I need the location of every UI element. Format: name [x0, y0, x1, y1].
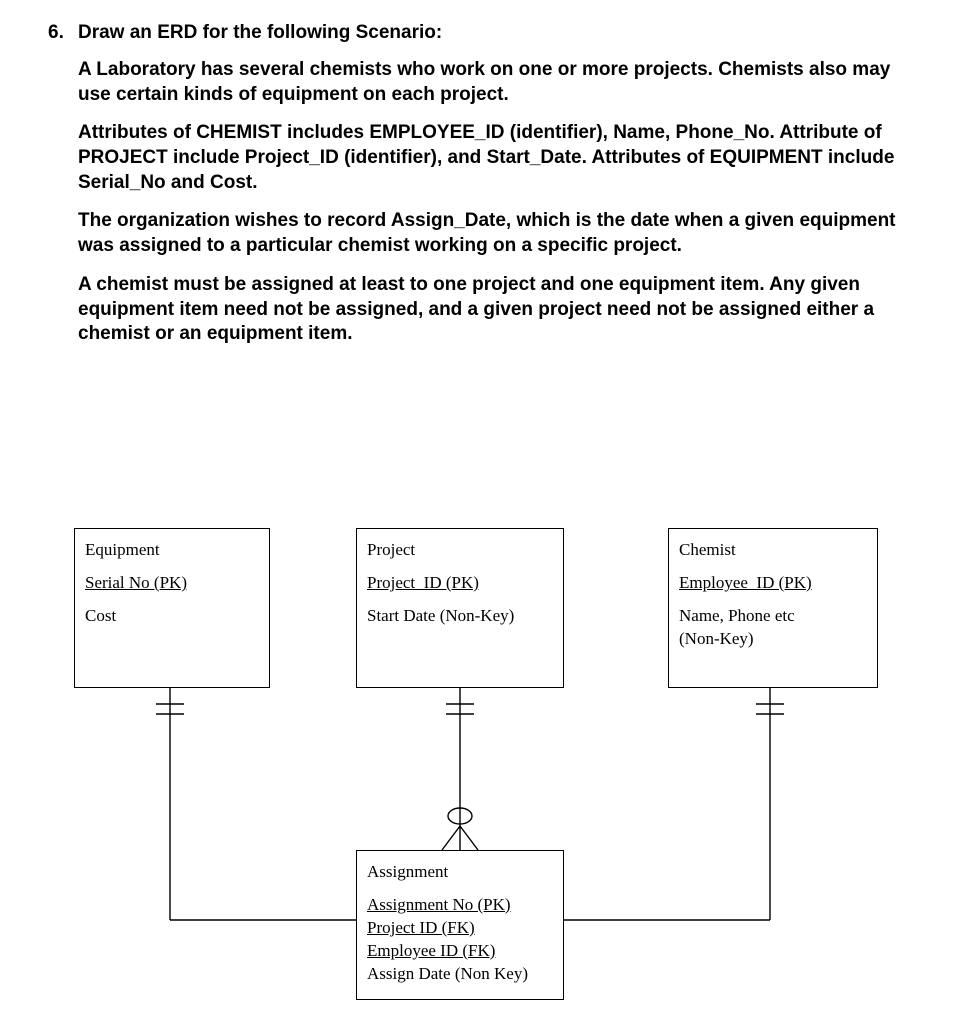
erd-diagram: Equipment Serial No (PK) Cost Project Pr… [0, 0, 960, 1022]
erd-connectors [0, 0, 960, 1022]
